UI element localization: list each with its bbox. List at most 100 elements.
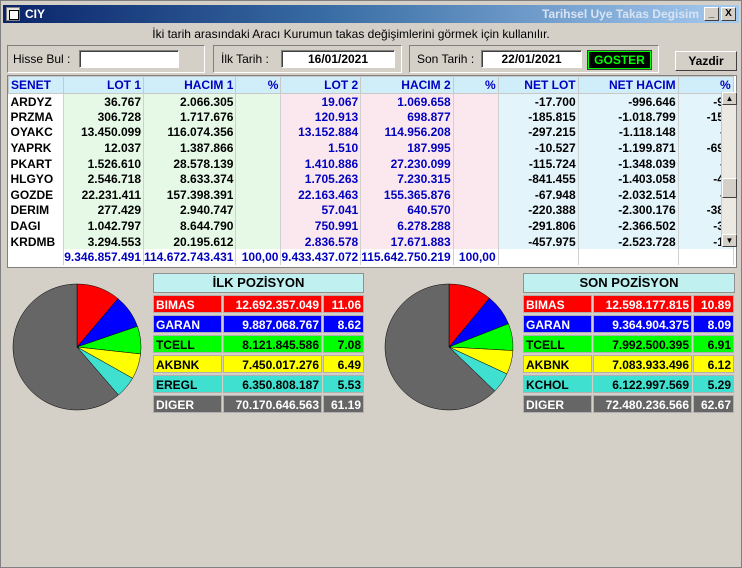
col-lot1[interactable]: LOT 1 [63,76,144,94]
table-cell: 277.429 [63,202,144,219]
table-cell: -2.300.176 [578,202,679,219]
senet-cell: DAGI [8,218,64,234]
pie-slice-diger [12,283,119,411]
senet-cell: KRDMB [8,233,64,250]
table-row[interactable]: PRZMA 306.728 1.717.676 120.913 698.877 -185.… [8,109,734,125]
table-row[interactable]: OYAKC 13.450.099 116.074.356 13.152.884 114.… [8,124,734,141]
grid-scrollbar[interactable]: ▲ ▼ [721,92,737,247]
close-button[interactable]: X [721,7,736,21]
table-cell: 698.877 [360,109,454,125]
table-row[interactable]: KRDMB 3.294.553 20.195.612 2.836.578 17.671.… [8,233,734,250]
yazdir-button[interactable]: Yazdir [675,51,737,71]
grid-body: ARDYZ 36.767 2.066.305 19.067 1.069.658 -17.7… [8,93,734,266]
position-name: EREGL [153,375,222,393]
col-hacim2[interactable]: HACIM 2 [360,76,454,94]
table-row[interactable]: ARDYZ 36.767 2.066.305 19.067 1.069.658 -17.7… [8,93,734,110]
position-pct: 11.06 [323,295,364,313]
total-cell: 100,00 [235,249,282,266]
table-row[interactable]: YAPRK 12.037 1.387.866 1.510 187.995 -10.527-… [8,140,734,156]
table-cell: 1.510 [280,140,362,156]
position-value: 6.350.808.187 [223,375,322,393]
hint-text: İki tarih arasındaki Aracı Kurumun takas… [152,27,550,41]
col-pct2[interactable]: % [452,76,499,94]
scroll-up-arrow[interactable]: ▲ [722,92,737,105]
position-name: DIGER [523,395,592,413]
table-row[interactable]: DERIM 277.429 2.940.747 57.041 640.570 -220.3… [8,202,734,219]
goster-button[interactable]: GOSTER [587,50,652,70]
senet-cell: ARDYZ [8,93,64,110]
table-cell: 306.728 [63,109,144,125]
col-net-pct[interactable]: % [677,76,734,94]
ilk-tarih-field[interactable]: 16/01/2021 [281,50,395,68]
table-cell [235,233,282,250]
position-value: 70.170.646.563 [223,395,322,413]
table-cell [453,93,499,110]
table-row[interactable]: HLGYO 2.546.718 8.633.374 1.705.263 7.230.31… [8,171,734,188]
title-bar[interactable]: CIY Tarihsel Uye Takas Degisim _ X [3,5,739,23]
table-cell: -1.199.871 [578,140,679,156]
table-cell: -1.348.039 [578,155,679,172]
minimize-button[interactable]: _ [704,7,719,21]
col-lot2[interactable]: LOT 2 [280,76,362,94]
col-pct1[interactable]: % [235,76,282,94]
position-value: 12.692.357.049 [223,295,322,313]
table-row[interactable]: DAGI 1.042.797 8.644.790 750.991 6.278.288 -2… [8,218,734,234]
position-pct: 6.12 [693,355,734,373]
table-cell: 2.940.747 [143,202,237,219]
senet-cell: PRZMA [8,109,64,125]
app-icon[interactable] [6,7,20,21]
total-cell: 9.433.437.072 [280,249,362,266]
table-cell: 1.717.676 [143,109,237,125]
son-tarih-field[interactable]: 22/01/2021 [481,50,582,68]
table-cell: 57.041 [280,202,362,219]
ilk-pozisyon-title: İLK POZİSYON [153,273,364,293]
position-row: GARAN 9.887.068.767 8.62 [153,315,365,333]
table-cell [453,218,499,234]
takas-grid[interactable]: SENET LOT 1 HACIM 1 % LOT 2 HACIM 2 % NE… [7,75,737,268]
total-cell [578,249,679,266]
table-row[interactable]: GOZDE 22.231.411 157.398.391 22.163.463 155.… [8,187,734,203]
table-cell: -1.018.799 [578,109,679,125]
table-cell: 2.066.305 [143,93,237,110]
position-pct: 5.53 [323,375,364,393]
table-cell: -996.646 [578,93,679,110]
table-cell: 187.995 [360,140,454,156]
table-cell: -185.815 [498,109,579,125]
position-row: BIMAS 12.598.177.815 10.89 [523,295,735,313]
table-cell [235,171,282,188]
table-cell: 1.042.797 [63,218,144,234]
son-pozisyon-pie [384,283,514,411]
hisse-label: Hisse Bul : [13,52,71,66]
position-pct: 10.89 [693,295,734,313]
window-title: Tarihsel Uye Takas Degisim [542,7,699,21]
header-row: SENET LOT 1 HACIM 1 % LOT 2 HACIM 2 % NE… [8,76,734,94]
col-senet[interactable]: SENET [8,76,64,94]
col-hacim1[interactable]: HACIM 1 [142,76,237,94]
col-net-hacim[interactable]: NET HACIM [577,76,679,94]
total-cell: 100,00 [453,249,499,266]
table-cell: 19.067 [280,93,362,110]
position-row: DIGER 72.480.236.566 62.67 [523,395,735,413]
table-cell: -220.388 [498,202,579,219]
scroll-down-arrow[interactable]: ▼ [722,234,737,247]
table-cell [453,233,499,250]
table-cell: -115.724 [498,155,579,172]
takas-table: SENET LOT 1 HACIM 1 % LOT 2 HACIM 2 % NE… [8,76,734,266]
table-cell: 28.578.139 [143,155,237,172]
table-cell: 1.526.610 [63,155,144,172]
col-net-lot[interactable]: NET LOT [497,76,579,94]
table-cell: 22.163.463 [280,187,362,203]
position-value: 9.887.068.767 [223,315,322,333]
total-cell: 114.672.743.431 [143,249,237,266]
table-cell [235,187,282,203]
table-cell [453,140,499,156]
table-cell: 17.671.883 [360,233,454,250]
table-cell: -386 [678,202,734,219]
position-name: TCELL [523,335,592,353]
table-cell: 3.294.553 [63,233,144,250]
hisse-search-input[interactable] [79,50,179,68]
senet-cell: HLGYO [8,171,64,188]
table-cell [453,155,499,172]
scroll-thumb[interactable] [722,178,737,198]
table-row[interactable]: PKART 1.526.610 28.578.139 1.410.886 27.230.… [8,155,734,172]
